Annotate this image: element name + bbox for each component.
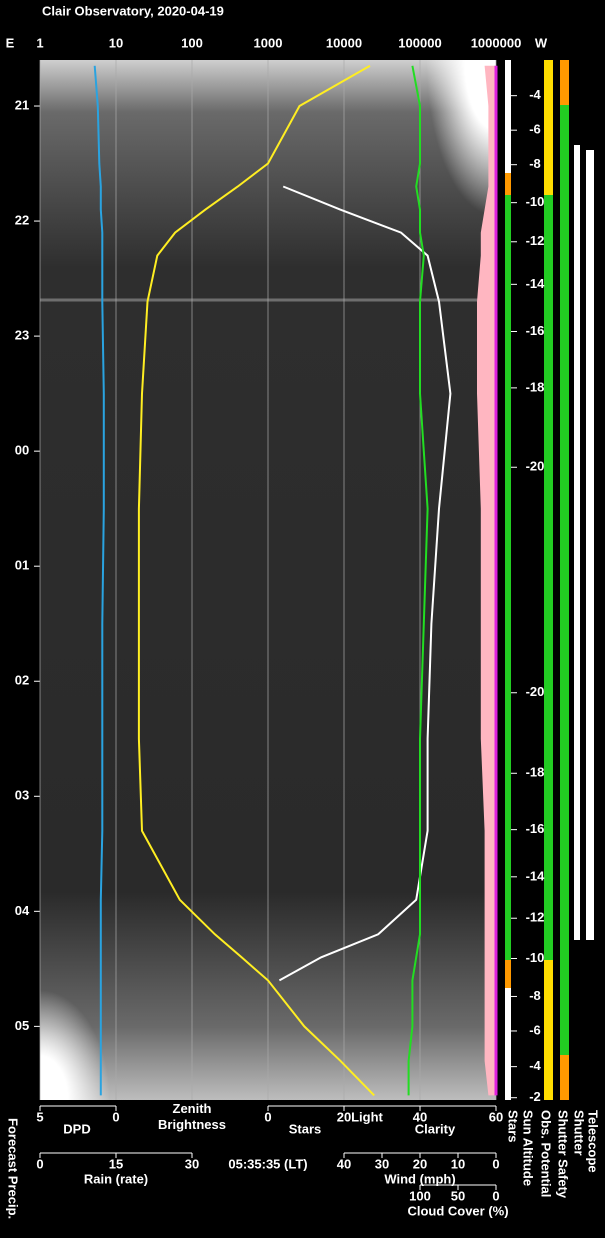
time-tick-label: 04	[15, 903, 30, 918]
sun-altitude-label: -6	[529, 122, 541, 137]
legend-label: Clarity	[415, 1121, 456, 1136]
legend-label-line: Brightness	[158, 1117, 226, 1132]
sun-altitude-label: -4	[529, 1058, 541, 1073]
axis-tick-label: 0	[264, 1109, 271, 1124]
shutter-safety-bar	[560, 105, 569, 1055]
sun-altitude-label: -8	[529, 156, 541, 171]
chart-title: Clair Observatory, 2020-04-19	[42, 3, 224, 18]
sun-altitude-label: -20	[526, 459, 545, 474]
sun-altitude-label: -12	[526, 910, 545, 925]
status-label: Stars	[506, 1110, 521, 1143]
axis-tick-label: 20	[413, 1156, 427, 1171]
axis-tick-label: 5	[36, 1109, 43, 1124]
legend-label-line: Zenith	[173, 1101, 212, 1116]
axis-tick-label: 40	[413, 1109, 427, 1124]
sun-altitude-label: -14	[526, 276, 546, 291]
time-tick-label: 00	[15, 443, 29, 458]
time-tick-label: 05	[15, 1018, 29, 1033]
brightness-tick-label: 100000	[398, 35, 441, 50]
dawn-glow	[40, 880, 180, 1100]
axis-tick-label: 40	[337, 1156, 351, 1171]
stars-bar-warn	[505, 173, 511, 195]
status-label: Sun Altitude	[521, 1110, 536, 1186]
east-label: E	[6, 35, 15, 50]
brightness-tick-label: 100	[181, 35, 203, 50]
axis-tick-label: 10	[451, 1156, 465, 1171]
sun-altitude-label: -6	[529, 1022, 541, 1037]
axis-tick-label: 0	[492, 1156, 499, 1171]
obs-potential-bar	[544, 60, 553, 195]
axis-label: Cloud Cover (%)	[407, 1203, 508, 1218]
axis-tick-label: 0	[492, 1188, 499, 1203]
axis-tick-label: 100	[409, 1188, 431, 1203]
brightness-tick-label: 1	[36, 35, 43, 50]
stars-bar-good	[505, 195, 511, 960]
sun-altitude-label: -4	[529, 87, 541, 102]
twilight-glow	[380, 60, 496, 320]
sun-altitude-label: -18	[526, 379, 545, 394]
brightness-tick-label: 1000000	[471, 35, 522, 50]
axis-tick-label: 30	[375, 1156, 389, 1171]
sun-altitude-label: -18	[526, 765, 545, 780]
status-label: Shutter Safety	[556, 1110, 571, 1199]
current-time: 05:35:35 (LT)	[228, 1156, 307, 1171]
stars-bar-warn	[505, 960, 511, 988]
axis-tick-label: 50	[451, 1188, 465, 1203]
time-tick-label: 22	[15, 212, 29, 227]
series-line	[278, 185, 452, 982]
sun-altitude-label: -2	[529, 1089, 541, 1104]
series-line	[93, 65, 105, 1096]
series-line	[407, 65, 429, 1096]
axis-label: Wind (mph)	[384, 1171, 455, 1186]
axis-label: Rain (rate)	[84, 1171, 148, 1186]
time-tick-label: 01	[15, 558, 29, 573]
sun-altitude-label: -14	[526, 868, 546, 883]
status-label: Forecast Precip.	[6, 1118, 21, 1219]
sun-altitude-label: -16	[526, 323, 545, 338]
legend-label: Stars	[289, 1121, 322, 1136]
time-tick-label: 02	[15, 673, 29, 688]
light-label: Light	[351, 1109, 383, 1124]
shutter-safety-bar	[560, 1055, 569, 1100]
sun-altitude-label: -12	[526, 233, 545, 248]
series-line	[137, 64, 375, 1097]
telescope-bar	[586, 150, 594, 940]
sun-altitude-label: -10	[526, 950, 545, 965]
brightness-tick-label: 1000	[254, 35, 283, 50]
brightness-tick-label: 10	[109, 35, 123, 50]
shutter-bar	[574, 145, 580, 940]
obs-potential-bar	[544, 960, 553, 1100]
wind-area	[477, 65, 496, 1096]
axis-tick-label: 0	[112, 1109, 119, 1124]
axis-tick-label: 30	[185, 1156, 199, 1171]
sun-altitude-label: -16	[526, 821, 545, 836]
status-label: Obs. Potential	[539, 1110, 554, 1197]
axis-tick-label: 20	[337, 1109, 351, 1124]
axis-tick-label: 15	[109, 1156, 123, 1171]
sun-altitude-label: -8	[529, 988, 541, 1003]
legend-label: DPD	[63, 1121, 90, 1136]
status-label: Telescope	[586, 1110, 601, 1173]
axis-tick-label: 60	[489, 1109, 503, 1124]
time-tick-label: 21	[15, 97, 29, 112]
obs-potential-bar	[544, 195, 553, 960]
time-tick-label: 23	[15, 328, 29, 343]
status-label: Shutter	[572, 1110, 587, 1156]
brightness-tick-label: 10000	[326, 35, 362, 50]
sun-altitude-label: -10	[526, 194, 545, 209]
time-tick-label: 03	[15, 788, 29, 803]
west-label: W	[535, 35, 548, 50]
sun-altitude-label: -20	[526, 684, 545, 699]
legend-label: Zenith Brightness	[158, 1101, 226, 1132]
axis-tick-label: 0	[36, 1156, 43, 1171]
shutter-safety-bar	[560, 60, 569, 105]
